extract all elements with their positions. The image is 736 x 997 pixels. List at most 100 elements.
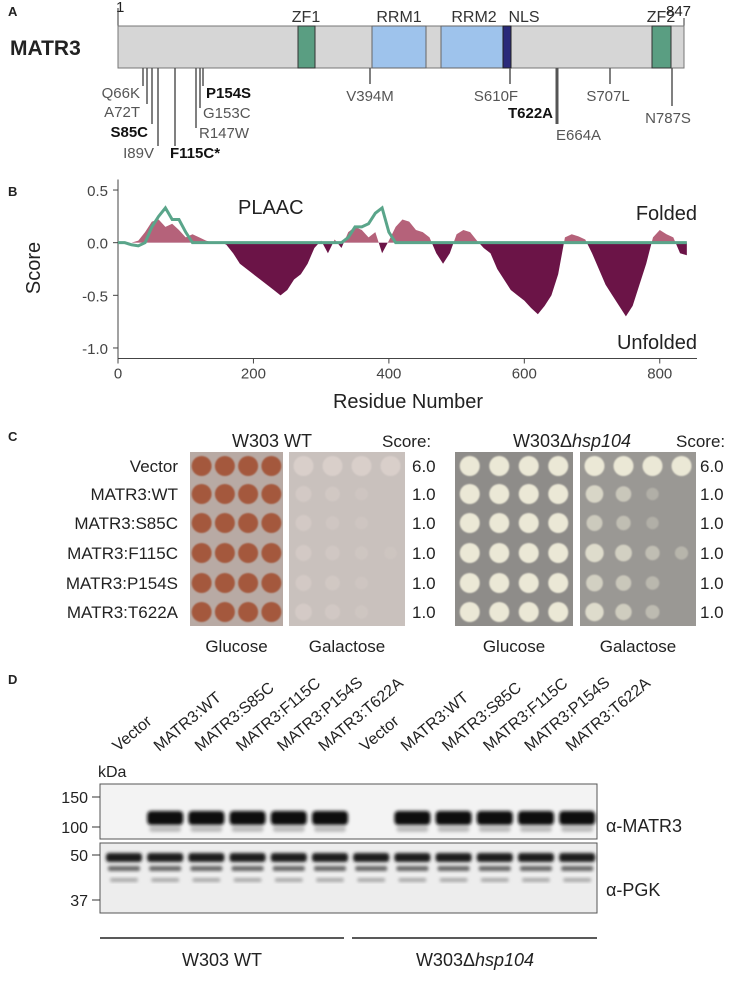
- band: [437, 826, 470, 832]
- x-tick-label: 0: [114, 366, 122, 383]
- yeast-spot: [261, 573, 282, 593]
- panel-d: D kDa VectorMATR3:WTMATR3:S85CMATR3:F115…: [8, 672, 682, 970]
- band: [518, 853, 554, 862]
- yeast-spot: [646, 487, 659, 501]
- yeast-spot: [548, 602, 569, 622]
- yeast-spot: [214, 543, 235, 563]
- yeast-spot: [674, 546, 689, 560]
- start-label: 1: [116, 0, 124, 16]
- band: [355, 866, 388, 871]
- yeast-spot: [238, 602, 259, 622]
- yeast-spot: [615, 575, 632, 591]
- yeast-spot: [584, 456, 605, 476]
- mutation: T622A: [508, 105, 553, 122]
- yeast-spot: [585, 543, 604, 563]
- yeast-spot: [489, 543, 510, 563]
- row-label: Vector: [130, 457, 179, 476]
- mutation: V394M: [346, 88, 394, 105]
- row-label: MATR3:F115C: [67, 544, 178, 563]
- yeast-spot: [325, 516, 340, 530]
- yeast-spot: [518, 543, 539, 563]
- yeast-spot: [238, 484, 259, 504]
- mutation: S707L: [586, 88, 629, 105]
- panel-c: C Vector MATR3:WT MATR3:S85C MATR3:F115C MAT…: [8, 429, 725, 656]
- yeast-spot: [261, 543, 282, 563]
- strain-prefix: W303Δ: [416, 950, 475, 970]
- marker-label: 37: [70, 893, 88, 910]
- strain-label: W303 WT: [182, 950, 262, 970]
- strain-italic: hsp104: [572, 431, 631, 451]
- row-label: MATR3:WT: [90, 485, 178, 504]
- score: 1.0: [412, 544, 436, 563]
- panel-label: B: [8, 184, 17, 199]
- yeast-spot: [238, 543, 259, 563]
- score: 1.0: [700, 574, 724, 593]
- yeast-spot: [380, 456, 401, 476]
- yeast-spot: [459, 513, 480, 533]
- annotation: Folded: [636, 203, 697, 225]
- yeast-spot: [384, 546, 397, 560]
- band: [147, 853, 184, 862]
- mutation: F115C*: [170, 145, 220, 162]
- x-tick-label: 400: [376, 366, 401, 383]
- yeast-spot: [646, 516, 659, 530]
- yeast-spot: [351, 456, 372, 476]
- yeast-spot: [261, 484, 282, 504]
- panel-b: B Score Residue Number 0.5 0.0 -0.5 -1.0 0 20…: [8, 179, 697, 413]
- score: 1.0: [412, 485, 436, 504]
- band: [149, 826, 182, 832]
- yeast-spot: [214, 573, 235, 593]
- yeast-spot: [325, 575, 340, 591]
- band: [233, 878, 262, 882]
- band: [316, 878, 344, 882]
- yeast-spot: [459, 602, 480, 622]
- band: [231, 826, 264, 832]
- end-label: 847: [666, 3, 691, 20]
- band: [188, 853, 225, 862]
- mutation: N787S: [645, 110, 691, 127]
- band: [357, 878, 386, 882]
- band: [478, 826, 511, 832]
- yeast-spot: [238, 456, 259, 476]
- medium-label: Galactose: [600, 637, 677, 656]
- strain-label: W303Δhsp104: [416, 950, 534, 970]
- score: 1.0: [700, 544, 724, 563]
- yeast-spot: [214, 513, 235, 533]
- yeast-spot: [671, 456, 692, 476]
- yeast-spot: [214, 456, 235, 476]
- domain: [371, 25, 427, 69]
- yeast-spot: [293, 456, 314, 476]
- band: [314, 826, 346, 832]
- band: [559, 853, 596, 862]
- yeast-spot: [489, 573, 510, 593]
- yeast-spot: [355, 516, 368, 530]
- band: [561, 826, 594, 832]
- yeast-spot: [295, 575, 312, 591]
- yeast-spot: [295, 486, 312, 502]
- yeast-spot: [354, 605, 369, 619]
- band: [394, 853, 431, 862]
- domain: [440, 25, 508, 69]
- y-tick-label: -0.5: [82, 288, 108, 305]
- band: [312, 853, 348, 862]
- yeast-spot: [354, 546, 369, 560]
- strain-prefix: W303 WT: [232, 431, 312, 451]
- yeast-spot: [459, 456, 480, 476]
- yeast-spot: [615, 544, 632, 562]
- yeast-spot: [518, 513, 539, 533]
- area-folded: [118, 219, 687, 243]
- score: 1.0: [700, 485, 724, 504]
- yeast-spot: [261, 513, 282, 533]
- yeast-spot: [191, 484, 212, 504]
- band: [149, 866, 182, 871]
- band: [437, 866, 470, 871]
- domain-label: RRM1: [376, 9, 421, 26]
- band: [559, 811, 596, 825]
- band: [270, 853, 307, 862]
- domain: [651, 25, 672, 69]
- score: 6.0: [412, 457, 436, 476]
- band: [110, 878, 138, 882]
- band: [396, 826, 429, 832]
- x-tick-label: 200: [241, 366, 266, 383]
- band: [272, 826, 305, 832]
